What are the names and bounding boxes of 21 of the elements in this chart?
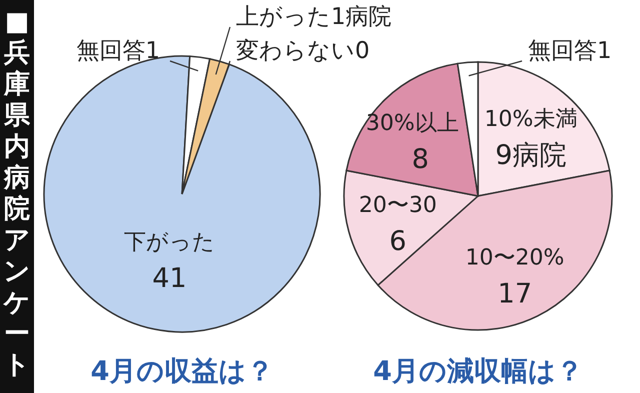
data-label: 1 (145, 38, 160, 64)
slice-label: 10%未満 (484, 106, 578, 132)
slice-label: 無回答 (76, 38, 146, 64)
text: 0 (355, 38, 370, 64)
category-label: 変わらない (236, 38, 355, 64)
data-label: 1 (597, 38, 612, 64)
data-label: 17 (498, 278, 532, 310)
annotation: ■兵庫県内病院アンケート (4, 7, 30, 380)
slice-label: 10〜20% (465, 245, 564, 270)
data-label: 8 (412, 144, 429, 176)
data-label: 9病院 (495, 140, 566, 171)
slice-label: 上がった (236, 4, 331, 30)
slice-label: 無回答 (528, 38, 597, 64)
data-label: 6 (389, 226, 406, 258)
slice-label: 下がった (124, 230, 215, 255)
data-label: 41 (152, 262, 187, 294)
text: 4月の減収幅は？ (373, 356, 583, 387)
slice-label: 20〜30 (358, 193, 437, 218)
data-label: 1病院 (331, 4, 392, 30)
text: 4月の収益は？ (90, 356, 274, 387)
slice-label: 30%以上 (366, 111, 459, 136)
